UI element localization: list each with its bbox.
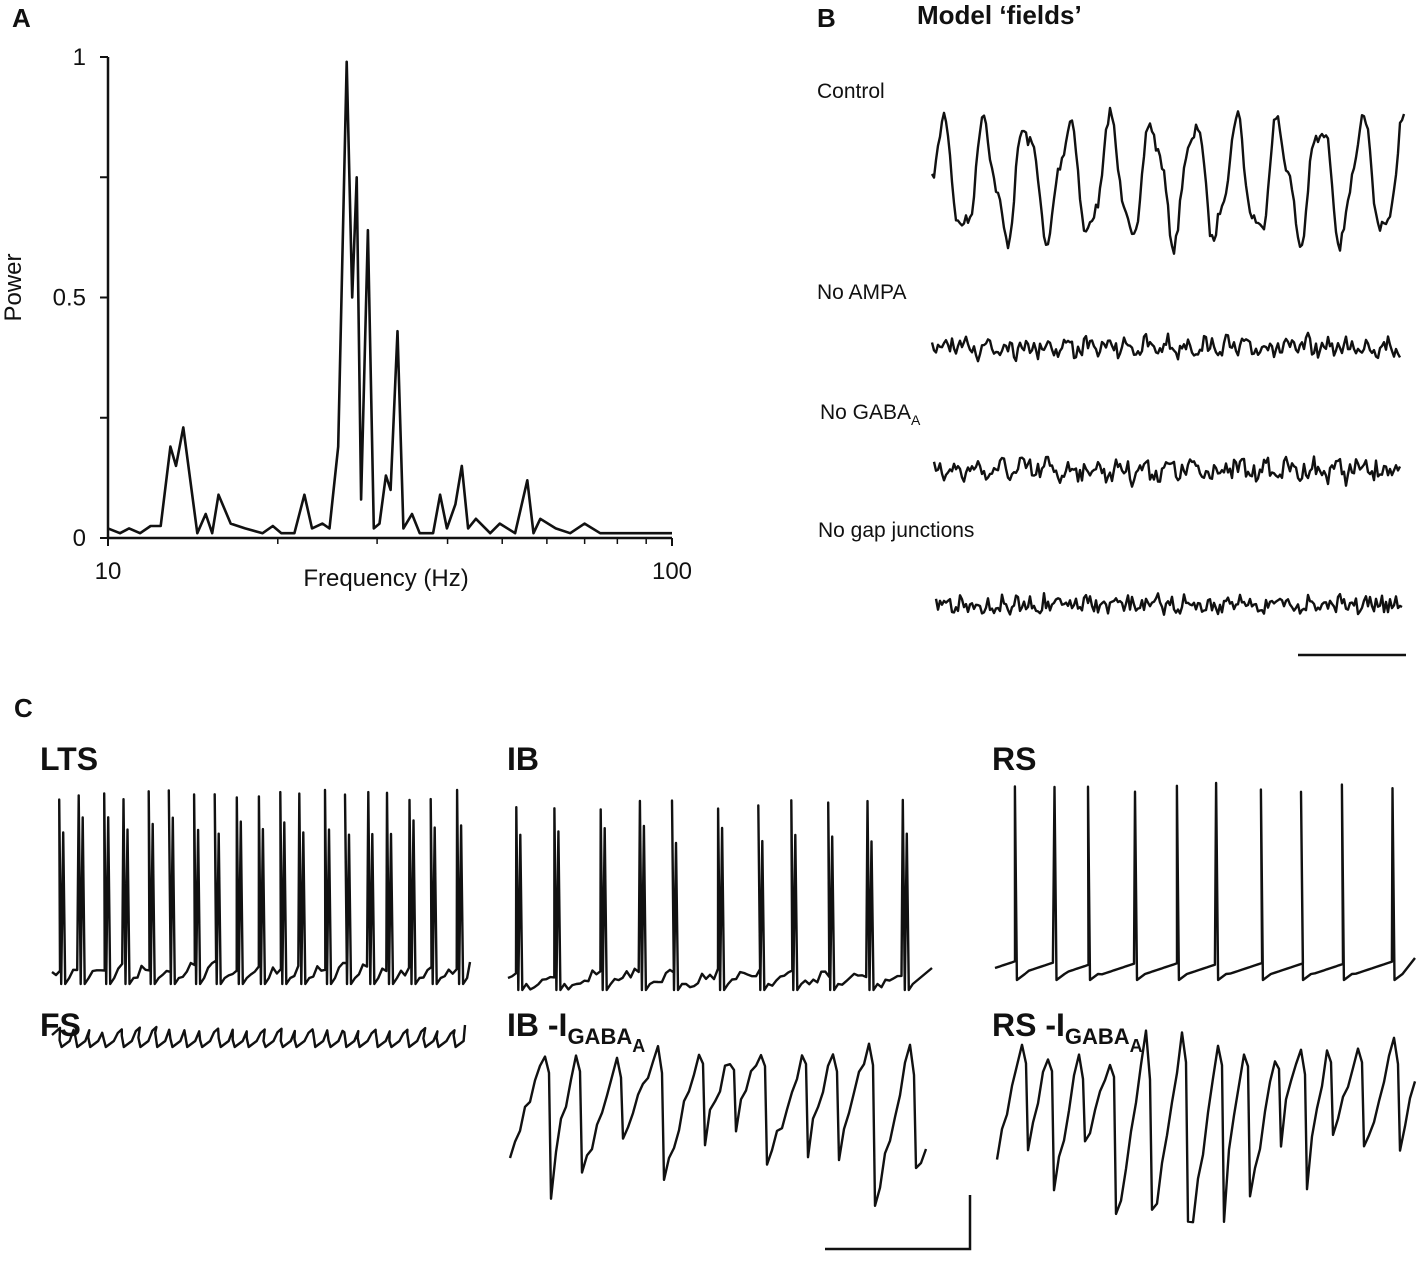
sawtooth-trace [995,1029,1417,1224]
field-trace [930,106,1406,255]
spike-trace [507,798,933,992]
y-tick-label: 0.5 [53,285,86,312]
y-tick-label: 1 [73,44,86,71]
trace-label: Control [817,80,885,103]
label-sub: A [632,1036,645,1056]
cell-label: RS -IGABAA [992,1007,1143,1056]
label-sub: GABA [1065,1024,1130,1049]
sawtooth-trace [508,1042,928,1207]
cell-label: RS [992,741,1036,777]
field-trace [930,331,1402,363]
field-trace [932,455,1402,488]
cell-label: IB -IGABAA [507,1007,645,1056]
label-sub: A [911,412,921,428]
trace-label: No gap junctions [818,519,974,542]
spike-trace [994,781,1416,982]
label-text: IB -I [507,1007,567,1043]
x-tick-label: 10 [95,558,122,585]
scale-bar [825,1195,972,1251]
field-trace [934,592,1403,616]
cell-label: LTS [40,741,98,777]
trace-label: No GABAA [820,401,921,428]
cell-label: IB [507,741,539,777]
x-axis-label: Frequency (Hz) [303,565,468,592]
label-sub: GABA [567,1024,632,1049]
label-sub: A [1130,1036,1143,1056]
y-axis-label: Power [0,253,27,321]
x-tick-label: 100 [652,558,692,585]
spike-trace [51,788,472,986]
panel-label: A [12,3,31,33]
label-text: RS -I [992,1007,1065,1043]
spike-trace [51,1024,467,1049]
spectrum-line [107,60,672,535]
panel-label: B [817,3,836,33]
panel-label: C [14,693,33,723]
trace-label: No AMPA [817,281,906,304]
label-text: No GABA [820,401,911,424]
y-tick-label: 0 [73,525,86,552]
panel-title: Model ‘fields’ [917,0,1082,30]
